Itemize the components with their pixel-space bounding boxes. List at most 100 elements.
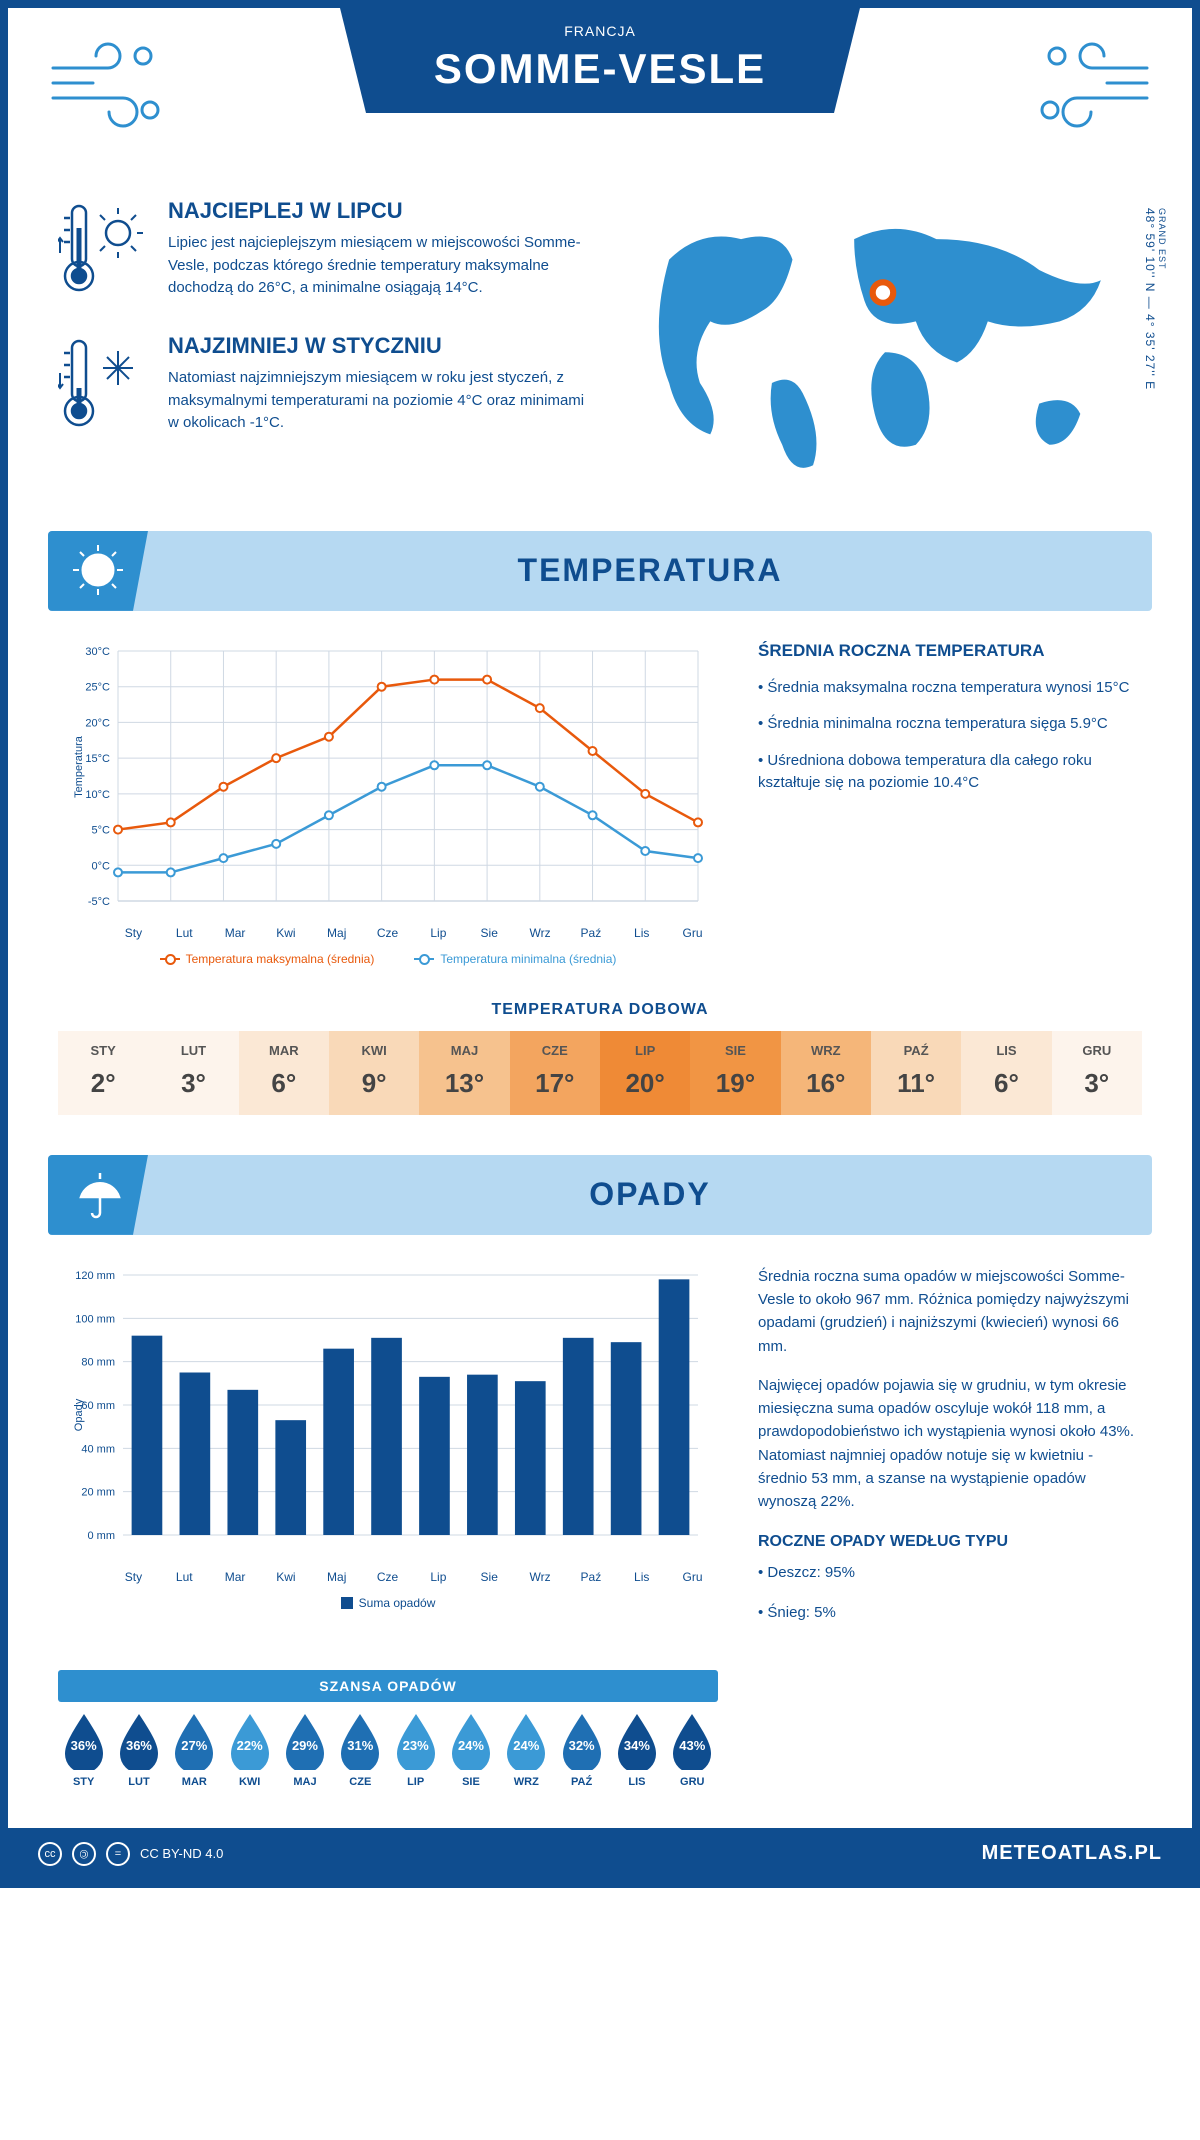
daily-temp-table: STY2°LUT3°MAR6°KWI9°MAJ13°CZE17°LIP20°SI…	[58, 1031, 1142, 1115]
precip-snow: • Śnieg: 5%	[758, 1601, 1142, 1624]
daily-cell: LIP20°	[600, 1031, 690, 1115]
avg-temp-panel: ŚREDNIA ROCZNA TEMPERATURA • Średnia mak…	[758, 641, 1142, 961]
drop-cell: 43%GRU	[667, 1712, 718, 1788]
x-axis-labels: StyLutMarKwiMajCzeLipSieWrzPaźLisGru	[58, 1570, 718, 1584]
raindrop-icon: 29%	[282, 1712, 328, 1770]
daily-temp-title: TEMPERATURA DOBOWA	[8, 1001, 1192, 1019]
drop-cell: 29%MAJ	[279, 1712, 330, 1788]
daily-cell: KWI9°	[329, 1031, 419, 1115]
y-axis-label: Temperatura	[73, 736, 85, 798]
warmest-title: NAJCIEPLEJ W LIPCU	[168, 198, 598, 224]
bar-legend: Suma opadów	[58, 1596, 718, 1610]
intro-section: NAJCIEPLEJ W LIPCU Lipiec jest najcieple…	[8, 188, 1192, 521]
precip-paragraph: Najwięcej opadów pojawia się w grudniu, …	[758, 1374, 1142, 1514]
lat-label: 48° 59' 10'' N	[1143, 208, 1157, 292]
daily-cell: SIE19°	[690, 1031, 780, 1115]
drop-cell: 36%STY	[58, 1712, 109, 1788]
raindrop-icon: 36%	[61, 1712, 107, 1770]
temperature-section: Temperatura -5°C0°C5°C10°C15°C20°C25°C30…	[8, 611, 1192, 991]
location-country: FRANCJA	[340, 23, 860, 39]
world-map: GRAND EST 48° 59' 10'' N — 4° 35' 27'' E	[628, 198, 1142, 491]
temperature-banner: TEMPERATURA	[48, 531, 1152, 611]
precipitation-text: Średnia roczna suma opadów w miejscowośc…	[758, 1265, 1142, 1640]
raindrop-icon: 22%	[227, 1712, 273, 1770]
daily-cell: MAJ13°	[419, 1031, 509, 1115]
drop-cell: 27%MAR	[169, 1712, 220, 1788]
legend-sum: Suma opadów	[341, 1596, 436, 1610]
thermometer-snow-icon	[58, 333, 148, 438]
coldest-title: NAJZIMNIEJ W STYCZNIU	[168, 333, 598, 359]
thermometer-sun-icon	[58, 198, 148, 303]
svg-text:Opady: Opady	[73, 1398, 85, 1431]
raindrop-icon: 36%	[116, 1712, 162, 1770]
wind-icon	[1022, 38, 1152, 133]
daily-cell: MAR6°	[239, 1031, 329, 1115]
precip-type-title: ROCZNE OPADY WEDŁUG TYPU	[758, 1533, 1142, 1551]
precipitation-section: 0 mm20 mm40 mm60 mm80 mm100 mm120 mmOpad…	[8, 1235, 1192, 1650]
coldest-text: Natomiast najzimniejszym miesiącem w rok…	[168, 367, 598, 435]
region-label: GRAND EST	[1157, 208, 1167, 386]
drop-cell: 34%LIS	[611, 1712, 662, 1788]
svg-text:40 mm: 40 mm	[81, 1443, 115, 1455]
warmest-block: NAJCIEPLEJ W LIPCU Lipiec jest najcieple…	[58, 198, 598, 303]
raindrop-icon: 31%	[337, 1712, 383, 1770]
svg-text:0 mm: 0 mm	[88, 1530, 116, 1542]
drop-cell: 22%KWI	[224, 1712, 275, 1788]
precipitation-bar-chart: 0 mm20 mm40 mm60 mm80 mm100 mm120 mmOpad…	[58, 1265, 718, 1640]
lon-label: 4° 35' 27'' E	[1143, 314, 1157, 390]
avg-temp-bullet: • Średnia minimalna roczna temperatura s…	[758, 713, 1142, 736]
avg-temp-title: ŚREDNIA ROCZNA TEMPERATURA	[758, 641, 1142, 661]
raindrop-icon: 34%	[614, 1712, 660, 1770]
drop-cell: 32%PAŹ	[556, 1712, 607, 1788]
svg-text:30°C: 30°C	[85, 646, 110, 658]
daily-cell: GRU3°	[1052, 1031, 1142, 1115]
raindrop-icon: 24%	[503, 1712, 549, 1770]
daily-cell: LUT3°	[148, 1031, 238, 1115]
svg-text:20°C: 20°C	[85, 717, 110, 729]
avg-temp-bullet: • Średnia maksymalna roczna temperatura …	[758, 677, 1142, 700]
svg-text:-5°C: -5°C	[88, 896, 110, 908]
page: SOMME-VESLE FRANCJA	[0, 0, 1200, 1888]
by-icon: 🄯	[72, 1842, 96, 1866]
legend-max: Temperatura maksymalna (średnia)	[160, 952, 375, 966]
precip-paragraph: Średnia roczna suma opadów w miejscowośc…	[758, 1265, 1142, 1358]
drop-cell: 24%WRZ	[501, 1712, 552, 1788]
chance-banner: SZANSA OPADÓW	[58, 1670, 718, 1702]
daily-cell: PAŹ11°	[871, 1031, 961, 1115]
svg-text:25°C: 25°C	[85, 682, 110, 694]
svg-text:80 mm: 80 mm	[81, 1356, 115, 1368]
avg-temp-bullet: • Uśredniona dobowa temperatura dla całe…	[758, 750, 1142, 795]
license-block: cc 🄯 = CC BY-ND 4.0	[38, 1842, 223, 1866]
precipitation-banner: OPADY	[48, 1155, 1152, 1235]
temperature-line-chart: Temperatura -5°C0°C5°C10°C15°C20°C25°C30…	[58, 641, 718, 961]
wind-icon	[48, 38, 178, 133]
footer: cc 🄯 = CC BY-ND 4.0 METEOATLAS.PL	[8, 1828, 1192, 1880]
warmest-text: Lipiec jest najcieplejszym miesiącem w m…	[168, 232, 598, 300]
raindrop-icon: 24%	[448, 1712, 494, 1770]
svg-text:0°C: 0°C	[92, 860, 111, 872]
x-axis-labels: StyLutMarKwiMajCzeLipSieWrzPaźLisGru	[58, 926, 718, 940]
nd-icon: =	[106, 1842, 130, 1866]
raindrop-icon: 32%	[559, 1712, 605, 1770]
coldest-block: NAJZIMNIEJ W STYCZNIU Natomiast najzimni…	[58, 333, 598, 438]
svg-text:60 mm: 60 mm	[81, 1400, 115, 1412]
precip-rain: • Deszcz: 95%	[758, 1561, 1142, 1584]
raindrop-icon: 27%	[171, 1712, 217, 1770]
raindrop-icon: 43%	[669, 1712, 715, 1770]
legend-min: Temperatura minimalna (średnia)	[414, 952, 616, 966]
daily-cell: STY2°	[58, 1031, 148, 1115]
intro-text-column: NAJCIEPLEJ W LIPCU Lipiec jest najcieple…	[58, 198, 598, 491]
daily-cell: LIS6°	[961, 1031, 1051, 1115]
coordinates: GRAND EST 48° 59' 10'' N — 4° 35' 27'' E	[1143, 208, 1167, 390]
daily-cell: CZE17°	[510, 1031, 600, 1115]
location-title: SOMME-VESLE	[340, 45, 860, 93]
cc-icon: cc	[38, 1842, 62, 1866]
umbrella-icon	[48, 1155, 148, 1235]
svg-text:120 mm: 120 mm	[75, 1270, 115, 1282]
precipitation-heading: OPADY	[148, 1176, 1152, 1213]
license-text: CC BY-ND 4.0	[140, 1846, 223, 1861]
header: SOMME-VESLE FRANCJA	[8, 8, 1192, 188]
chart-legend: Temperatura maksymalna (średnia) Tempera…	[58, 952, 718, 966]
drop-cell: 36%LUT	[113, 1712, 164, 1788]
svg-text:20 mm: 20 mm	[81, 1486, 115, 1498]
